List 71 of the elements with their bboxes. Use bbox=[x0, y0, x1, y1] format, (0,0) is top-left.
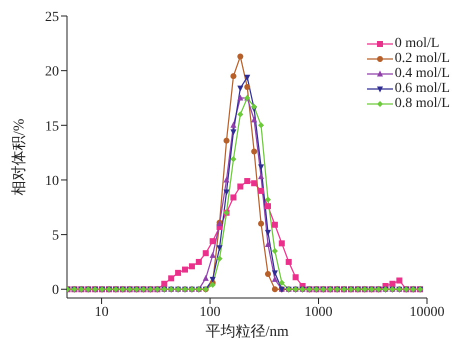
point bbox=[264, 240, 271, 247]
point bbox=[188, 263, 195, 270]
point bbox=[272, 248, 278, 254]
x-tick-label: 100 bbox=[200, 304, 221, 320]
legend-label: 0.6 mol/L bbox=[394, 81, 450, 96]
y-tick-label: 10 bbox=[45, 174, 59, 189]
y-tick-label: 20 bbox=[45, 64, 59, 80]
x-tick-label: 10000 bbox=[410, 304, 444, 320]
point bbox=[237, 86, 244, 92]
y-tick-label: 25 bbox=[45, 10, 59, 25]
point bbox=[216, 245, 223, 252]
point bbox=[210, 276, 216, 283]
point bbox=[251, 148, 258, 155]
point bbox=[230, 122, 236, 128]
point bbox=[251, 104, 258, 110]
point bbox=[258, 220, 264, 227]
point bbox=[272, 276, 278, 282]
point bbox=[237, 94, 244, 100]
point bbox=[396, 278, 402, 284]
point bbox=[196, 258, 202, 265]
y-tick-label: 0 bbox=[52, 283, 59, 298]
point bbox=[224, 189, 230, 196]
point bbox=[272, 286, 278, 292]
point bbox=[168, 275, 174, 282]
point bbox=[389, 280, 396, 287]
legend-label: 0.4 mol/L bbox=[394, 66, 450, 81]
point bbox=[278, 240, 285, 246]
point bbox=[230, 73, 236, 80]
point bbox=[230, 194, 236, 200]
point bbox=[202, 250, 209, 256]
point bbox=[278, 280, 285, 286]
point bbox=[224, 138, 230, 144]
point bbox=[216, 256, 223, 262]
point bbox=[272, 270, 278, 276]
point bbox=[251, 116, 258, 122]
point bbox=[237, 111, 244, 118]
point bbox=[175, 270, 182, 276]
point bbox=[244, 74, 250, 81]
point bbox=[264, 203, 271, 210]
point bbox=[161, 280, 168, 287]
point bbox=[258, 122, 264, 128]
point bbox=[264, 230, 271, 236]
point bbox=[264, 270, 271, 277]
point bbox=[237, 184, 244, 190]
point bbox=[224, 176, 230, 182]
y-axis-title: 相对体积/% bbox=[10, 118, 28, 196]
point bbox=[237, 53, 244, 60]
y-tick-label: 5 bbox=[52, 228, 59, 244]
point bbox=[210, 252, 216, 258]
point bbox=[292, 274, 299, 280]
point bbox=[210, 238, 216, 244]
point bbox=[258, 188, 264, 194]
point bbox=[286, 258, 292, 265]
point bbox=[230, 156, 236, 162]
point bbox=[251, 180, 258, 186]
point bbox=[244, 84, 250, 90]
x-axis-title: 平均粒径/nm bbox=[205, 323, 289, 340]
legend-label: 0 mol/L bbox=[394, 36, 440, 51]
point bbox=[258, 173, 264, 180]
point bbox=[182, 266, 188, 273]
point bbox=[272, 222, 278, 228]
x-tick-label: 10 bbox=[94, 304, 109, 320]
point bbox=[202, 274, 209, 281]
point bbox=[264, 196, 271, 203]
legend-label: 0.8 mol/L bbox=[394, 96, 450, 111]
point bbox=[258, 164, 264, 170]
x-tick-label: 1000 bbox=[304, 304, 333, 320]
point bbox=[230, 129, 236, 136]
point bbox=[244, 178, 250, 184]
legend-label: 0.2 mol/L bbox=[394, 51, 450, 66]
y-tick-label: 15 bbox=[45, 119, 59, 134]
